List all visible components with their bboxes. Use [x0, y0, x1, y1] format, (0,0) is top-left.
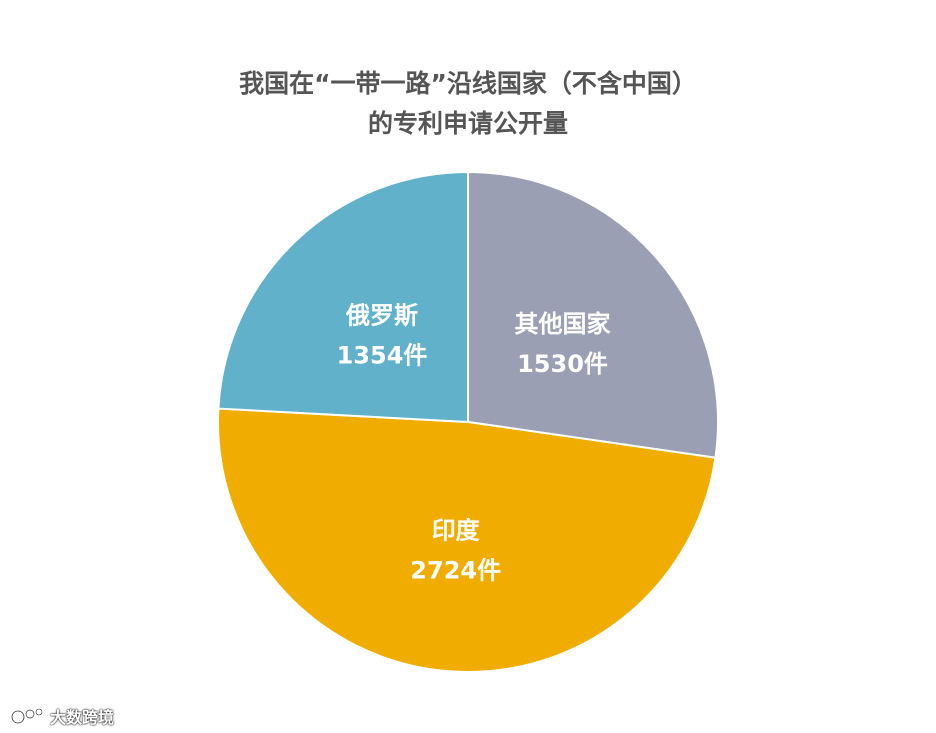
slice-name-label: 其他国家	[514, 310, 610, 338]
watermark-logo-icon	[10, 708, 43, 725]
watermark: 大数跨境	[10, 704, 114, 728]
chart-title-line-2: 的专利申请公开量	[367, 109, 568, 138]
slice-name-label: 印度	[432, 516, 481, 544]
slice-value-label: 2724件	[410, 556, 501, 584]
slice-value-label: 1354件	[337, 341, 428, 369]
pie-slice	[216, 407, 717, 674]
chart-title: 我国在“一带一路”沿线国家（不含中国） 的专利申请公开量	[0, 64, 936, 144]
slice-name-label: 俄罗斯	[345, 301, 418, 329]
pie-slices	[216, 170, 719, 674]
slice-value-label: 1530件	[517, 350, 608, 378]
pie-slice	[217, 170, 469, 424]
chart-title-line-1: 我国在“一带一路”沿线国家（不含中国）	[239, 69, 697, 98]
watermark-text: 大数跨境	[50, 708, 115, 727]
pie-slice	[467, 170, 719, 459]
